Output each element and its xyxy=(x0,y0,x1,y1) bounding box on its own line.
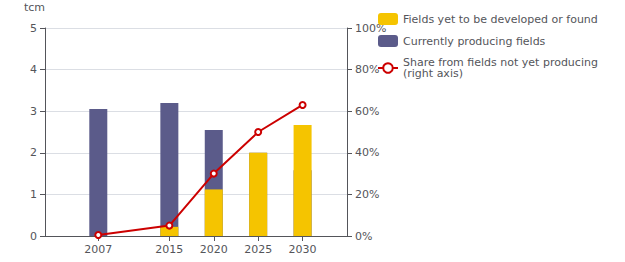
svg-text:60%: 60% xyxy=(355,105,379,118)
svg-text:1: 1 xyxy=(30,188,37,201)
svg-text:80%: 80% xyxy=(355,63,379,76)
svg-text:0: 0 xyxy=(30,230,37,243)
svg-text:0%: 0% xyxy=(355,230,372,243)
svg-text:2030: 2030 xyxy=(289,243,317,256)
svg-text:2: 2 xyxy=(30,146,37,159)
svg-text:20%: 20% xyxy=(355,188,379,201)
svg-text:2025: 2025 xyxy=(244,243,272,256)
svg-text:3: 3 xyxy=(30,105,37,118)
svg-text:Share from fields not yet prod: Share from fields not yet producing xyxy=(403,56,598,69)
svg-text:2020: 2020 xyxy=(200,243,228,256)
svg-text:2007: 2007 xyxy=(84,243,112,256)
svg-text:Fields yet to be developed or: Fields yet to be developed or found xyxy=(403,13,598,26)
svg-text:2015: 2015 xyxy=(155,243,183,256)
svg-text:tcm: tcm xyxy=(24,1,45,14)
svg-text:4: 4 xyxy=(30,63,37,76)
svg-text:40%: 40% xyxy=(355,146,379,159)
svg-text:Currently producing fields: Currently producing fields xyxy=(403,35,546,48)
svg-text:100%: 100% xyxy=(355,21,387,35)
svg-text:5: 5 xyxy=(30,22,37,35)
svg-text:(right axis): (right axis) xyxy=(403,67,463,80)
